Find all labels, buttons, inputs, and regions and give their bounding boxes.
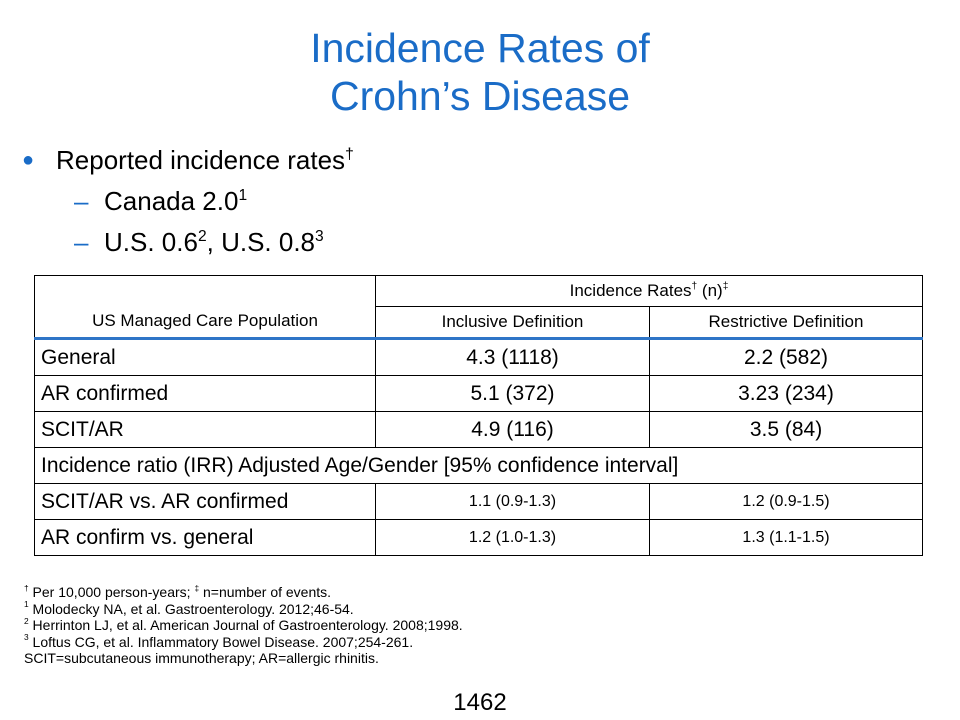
bullet-main: Reported incidence rates†	[56, 145, 354, 175]
bullet-sub2-part1: U.S. 0.6	[104, 227, 198, 257]
bullet-sub2-sup1: 2	[197, 227, 207, 245]
ratio-inclusive-value: 1.1 (0.9-1.3)	[375, 483, 650, 520]
footnote-sup: 3	[24, 632, 29, 643]
ratio-restrictive-value: 1.2 (0.9-1.5)	[649, 483, 923, 520]
row-inclusive-value: 4.3 (1118)	[375, 338, 650, 376]
row-label: AR confirmed	[34, 375, 376, 412]
footnote: 1 Molodecky NA, et al. Gastroenterology.…	[24, 599, 463, 618]
footnote-text: n=number of events.	[199, 584, 332, 600]
ratio-inclusive-value: 1.2 (1.0-1.3)	[375, 519, 650, 556]
bullet-sub-canada: – Canada 2.01	[74, 186, 247, 216]
group-header-mid: (n)	[697, 281, 723, 300]
table-group-header: Incidence Rates† (n)‡	[375, 275, 923, 307]
footnote: † Per 10,000 person-years; ‡ n=number of…	[24, 584, 463, 601]
row-inclusive-value: 5.1 (372)	[375, 375, 650, 412]
footnote-text: Loftus CG, et al. Inflammatory Bowel Dis…	[28, 633, 414, 650]
row-label: General	[34, 338, 376, 376]
row-inclusive-value: 4.9 (116)	[375, 411, 650, 448]
dash-icon: –	[74, 186, 89, 216]
table-header-row-1: US Managed Care Population Incidence Rat…	[34, 275, 923, 340]
bullet-sub1-sup: 1	[238, 186, 248, 204]
page-number: 1462	[453, 689, 507, 716]
footnote-text: SCIT=subcutaneous immunotherapy; AR=alle…	[24, 650, 379, 666]
footnote-sup: 2	[24, 615, 29, 626]
row-restrictive-value: 2.2 (582)	[649, 338, 923, 376]
footnote-text: Herrinton LJ, et al. American Journal of…	[28, 617, 463, 633]
dash-icon: –	[74, 227, 89, 257]
footnote-text: Per 10,000 person-years;	[28, 584, 195, 600]
table-ratio-header-row: Incidence ratio (IRR) Adjusted Age/Gende…	[34, 447, 923, 484]
col-header-restrictive: Restrictive Definition	[649, 306, 923, 340]
bullet-sub-us: – U.S. 0.62, U.S. 0.83	[74, 227, 324, 257]
col-header-inclusive: Inclusive Definition	[375, 306, 650, 340]
ratio-row-label: SCIT/AR vs. AR confirmed	[34, 483, 376, 520]
ratio-row-label: AR confirm vs. general	[34, 519, 376, 556]
footnote-text: Molodecky NA, et al. Gastroenterology. 2…	[28, 600, 354, 617]
table-corner-label: US Managed Care Population	[34, 275, 376, 340]
footnote-sup: ‡	[194, 582, 200, 593]
bullet-dot-icon: ●	[22, 149, 35, 171]
table-header-row-2: Inclusive Definition Restrictive Definit…	[35, 306, 923, 340]
bullet-main-text: Reported incidence rates	[56, 145, 346, 175]
row-restrictive-value: 3.5 (84)	[649, 411, 923, 448]
group-header-text: Incidence Rates	[569, 281, 692, 300]
slide-title-line-2: Crohn’s Disease	[329, 73, 631, 119]
table-row: SCIT/AR vs. AR confirmed 1.1 (0.9-1.3) 1…	[34, 483, 923, 520]
table-row: General 4.3 (1118) 2.2 (582)	[34, 338, 923, 376]
footnotes: † Per 10,000 person-years; ‡ n=number of…	[24, 584, 463, 667]
footnote-sup: †	[24, 582, 29, 593]
footnote: 2 Herrinton LJ, et al. American Journal …	[24, 617, 463, 634]
bullet-sub1-text: Canada 2.0	[104, 186, 239, 216]
slide-title-line-1: Incidence Rates of	[310, 25, 650, 71]
row-restrictive-value: 3.23 (234)	[649, 375, 923, 412]
footnote: SCIT=subcutaneous immunotherapy; AR=alle…	[24, 650, 463, 667]
group-header-sup2: ‡	[722, 280, 729, 292]
table-row: SCIT/AR 4.9 (116) 3.5 (84)	[34, 411, 923, 448]
ratio-header: Incidence ratio (IRR) Adjusted Age/Gende…	[34, 447, 923, 484]
bullet-main-sup: †	[345, 145, 354, 163]
bullet-sub2-sup2: 3	[315, 227, 324, 245]
group-header-sup1: †	[691, 280, 698, 292]
row-label: SCIT/AR	[34, 411, 376, 448]
footnote: 3 Loftus CG, et al. Inflammatory Bowel D…	[24, 632, 463, 651]
incidence-table: US Managed Care Population Incidence Rat…	[34, 275, 923, 556]
bullet-sub2-part2: , U.S. 0.8	[206, 227, 316, 257]
ratio-restrictive-value: 1.3 (1.1-1.5)	[649, 519, 923, 556]
footnote-sup: 1	[24, 599, 29, 610]
table-row: AR confirmed 5.1 (372) 3.23 (234)	[34, 375, 923, 412]
table-row: AR confirm vs. general 1.2 (1.0-1.3) 1.3…	[34, 519, 923, 556]
